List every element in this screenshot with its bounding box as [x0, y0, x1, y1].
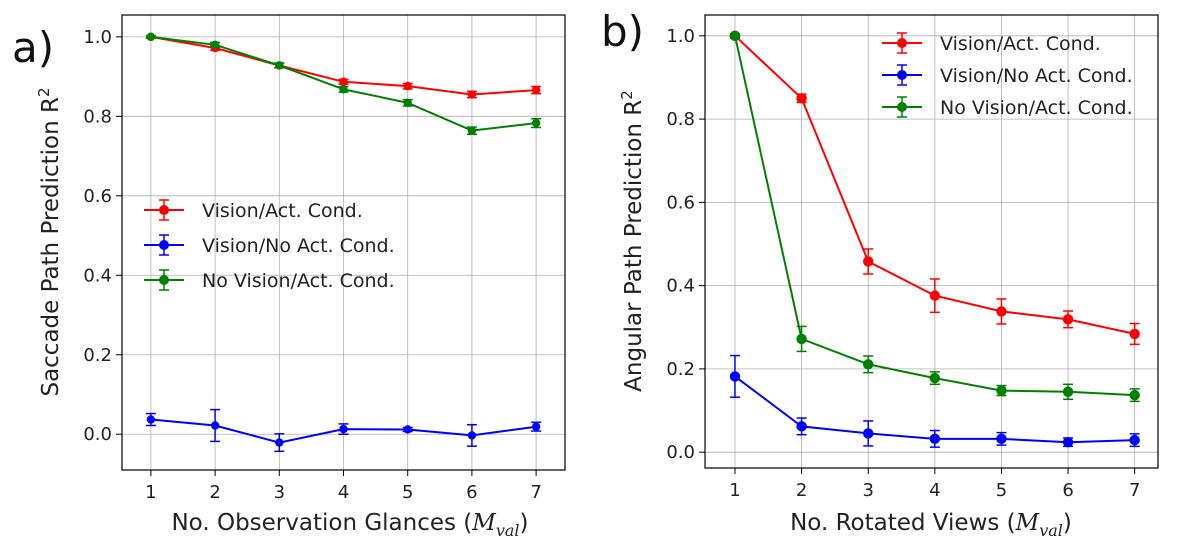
- data-point: [996, 385, 1007, 396]
- data-point: [796, 333, 807, 345]
- y-tick-label: 0.2: [666, 359, 695, 380]
- data-point: [339, 77, 348, 86]
- data-point: [531, 118, 541, 128]
- chart-panel-b: 1 2 3 4 5 6 7 0.0 0.2 0.4 0.6 0.8 1.0 Vision/Act. Con…: [601, 7, 1159, 540]
- x-axis-label: No. Rotated Views (Mval): [790, 510, 1072, 540]
- legend-label: No Vision/Act. Cond.: [940, 97, 1133, 119]
- x-tick-label: 4: [929, 480, 940, 501]
- legend-item: Vision/Act. Cond.: [144, 199, 363, 222]
- data-point: [146, 415, 156, 424]
- data-point: [1062, 386, 1074, 398]
- y-tick-label: 0.6: [666, 192, 695, 213]
- data-point: [531, 422, 541, 431]
- legend-label: No Vision/Act. Cond.: [202, 270, 395, 292]
- data-point: [729, 371, 741, 382]
- data-point: [796, 421, 807, 432]
- legend-marker: [159, 275, 169, 285]
- axes-frame: [704, 14, 1159, 469]
- x-tick-label: 2: [209, 482, 220, 503]
- y-tick-label: 0.8: [83, 106, 112, 127]
- data-point: [929, 433, 941, 445]
- data-point: [796, 93, 807, 104]
- x-axis-label: No. Observation Glances (Mval): [171, 510, 528, 540]
- x-tick-label: 4: [338, 482, 349, 503]
- data-point: [210, 40, 220, 50]
- series-3: [729, 30, 1140, 403]
- x-tick-label: 6: [1062, 480, 1073, 501]
- series-3: [145, 32, 542, 135]
- data-point: [929, 290, 941, 301]
- chart-panel-a: 1 2 3 4 5 6 7 0.0 0.2 0.4 0.6 0.8 1.0 Vision/Act. Con…: [12, 14, 566, 540]
- data-point: [146, 32, 156, 42]
- data-point: [467, 431, 477, 440]
- data-point: [996, 433, 1007, 445]
- legend: Vision/Act. Cond. Vision/No Act. Cond. No …: [144, 199, 395, 292]
- data-point: [1062, 314, 1074, 325]
- x-tick-label: 7: [1129, 480, 1140, 501]
- data-point: [467, 90, 477, 99]
- legend-label: Vision/No Act. Cond.: [202, 235, 395, 257]
- y-tick-label: 0.4: [666, 276, 695, 297]
- x-tick-label: 5: [996, 480, 1007, 501]
- data-point: [863, 428, 874, 439]
- x-tick-label: 7: [530, 482, 541, 503]
- x-tick-label: 6: [466, 482, 477, 503]
- x-tick-label: 3: [862, 480, 873, 501]
- series-2: [145, 408, 542, 453]
- data-point: [1062, 436, 1074, 448]
- y-tick-label: 0.4: [83, 265, 112, 286]
- x-tick-label: 1: [145, 482, 156, 503]
- legend-marker: [159, 205, 169, 215]
- y-tick-label: 0.6: [83, 186, 112, 207]
- data-point: [467, 126, 477, 135]
- series-2: [729, 354, 1140, 448]
- data-point: [275, 61, 284, 70]
- y-tick-label: 1.0: [666, 26, 695, 47]
- data-point: [531, 85, 541, 95]
- panel-label: a): [12, 23, 54, 72]
- axes-frame: [121, 14, 566, 471]
- legend: Vision/Act. Cond. Vision/No Act. Cond. No …: [882, 32, 1133, 119]
- data-point: [210, 421, 220, 430]
- legend-item: Vision/Act. Cond.: [882, 32, 1101, 55]
- legend-marker: [897, 70, 907, 80]
- panel-label: b): [601, 7, 644, 56]
- legend-marker: [897, 102, 907, 112]
- data-point: [863, 256, 874, 267]
- legend-item: No Vision/Act. Cond.: [144, 269, 395, 292]
- y-axis-label: Saccade Path Prediction R2: [35, 87, 64, 396]
- legend-item: Vision/No Act. Cond.: [882, 64, 1133, 87]
- legend-label: Vision/No Act. Cond.: [940, 65, 1133, 87]
- data-point: [1129, 434, 1140, 446]
- data-point: [403, 98, 412, 108]
- data-point: [996, 306, 1007, 317]
- data-point: [403, 81, 412, 91]
- data-point: [1129, 389, 1140, 401]
- data-point: [729, 30, 741, 42]
- legend-marker: [159, 240, 169, 250]
- x-tick-label: 1: [729, 480, 740, 501]
- legend-item: Vision/No Act. Cond.: [144, 234, 395, 257]
- data-point: [929, 372, 941, 384]
- data-point: [403, 425, 412, 434]
- y-tick-label: 0.0: [83, 424, 112, 445]
- legend-item: No Vision/Act. Cond.: [882, 96, 1133, 119]
- y-tick-label: 1.0: [83, 27, 112, 48]
- data-point: [1129, 328, 1140, 340]
- data-point: [339, 85, 348, 94]
- legend-marker: [897, 38, 907, 48]
- y-tick-label: 0.2: [83, 345, 112, 366]
- y-tick-label: 0.8: [666, 109, 695, 130]
- data-point: [339, 424, 348, 434]
- legend-label: Vision/Act. Cond.: [940, 33, 1101, 55]
- x-tick-label: 3: [274, 482, 285, 503]
- data-point: [863, 359, 874, 370]
- x-tick-label: 5: [402, 482, 413, 503]
- y-axis-label: Angular Path Prediction R2: [618, 90, 647, 392]
- legend-label: Vision/Act. Cond.: [202, 200, 363, 222]
- y-tick-label: 0.0: [666, 442, 695, 463]
- x-tick-label: 2: [796, 480, 807, 501]
- data-point: [275, 438, 284, 447]
